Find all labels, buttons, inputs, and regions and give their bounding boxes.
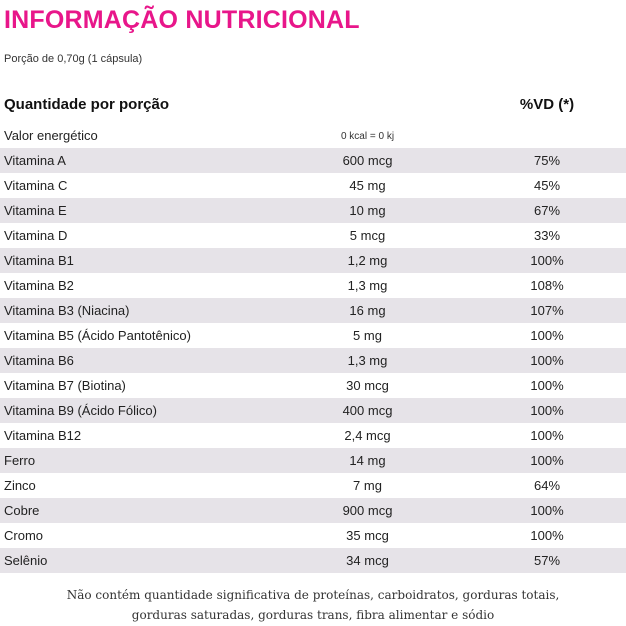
energy-label: Valor energético — [4, 128, 98, 143]
nutrient-amount: 1,3 mg — [347, 278, 388, 293]
nutrient-amount: 30 mcg — [346, 378, 389, 393]
nutrient-vd: 100% — [530, 503, 564, 518]
nutrient-vd: 100% — [530, 328, 564, 343]
table-row: Zinco 7 mg 64% — [0, 473, 626, 498]
nutrient-name: Vitamina B12 — [4, 428, 82, 443]
nutrient-vd: 100% — [530, 428, 564, 443]
nutrient-vd: 45% — [533, 178, 561, 193]
nutrient-vd: 100% — [530, 353, 564, 368]
nutrient-amount: 16 mg — [349, 303, 386, 318]
nutrient-amount: 2,4 mcg — [344, 428, 391, 443]
nutrient-name: Vitamina D — [4, 228, 68, 243]
nutrient-name: Vitamina B6 — [4, 353, 74, 368]
nutrient-amount: 35 mcg — [346, 528, 389, 543]
nutrient-name: Vitamina B9 (Ácido Fólico) — [4, 403, 157, 418]
nutrient-vd: 108% — [530, 278, 564, 293]
nutrient-name: Zinco — [4, 478, 36, 493]
table-row: Selênio 34 mcg 57% — [0, 548, 626, 573]
nutrient-vd: 67% — [533, 203, 561, 218]
nutrient-vd: 33% — [533, 228, 561, 243]
nutrient-amount: 14 mg — [349, 453, 386, 468]
nutrient-vd: 100% — [530, 378, 564, 393]
nutrient-vd: 57% — [533, 553, 561, 568]
portion-size: Porção de 0,70g (1 cápsula) — [4, 53, 143, 65]
nutrient-amount: 10 mg — [349, 203, 386, 218]
nutrient-name: Vitamina A — [4, 153, 66, 168]
footnote-line-2: gorduras saturadas, gorduras trans, fibr… — [131, 608, 495, 622]
nutrient-vd: 107% — [530, 303, 564, 318]
table-row: Vitamina D 5 mcg 33% — [0, 223, 626, 248]
table-row: Vitamina B3 (Niacina) 16 mg 107% — [0, 298, 626, 323]
nutrient-amount: 5 mg — [353, 328, 382, 343]
table-row: Vitamina B2 1,3 mg 108% — [0, 273, 626, 298]
nutrient-vd: 64% — [533, 478, 561, 493]
nutrient-vd: 100% — [530, 253, 564, 268]
table-row: Vitamina B7 (Biotina) 30 mcg 100% — [0, 373, 626, 398]
nutrient-amount: 400 mcg — [342, 403, 393, 418]
nutrient-amount: 5 mcg — [349, 228, 386, 243]
footnote-line-1: Não contém quantidade significativa de p… — [66, 588, 560, 602]
vd-header: %VD (*) — [519, 96, 575, 113]
table-row: Vitamina B5 (Ácido Pantotênico) 5 mg 100% — [0, 323, 626, 348]
nutrient-name: Vitamina B1 — [4, 253, 74, 268]
nutrient-amount: 7 mg — [353, 478, 382, 493]
nutrient-vd: 100% — [530, 528, 564, 543]
nutrient-name: Vitamina B3 (Niacina) — [4, 303, 130, 318]
nutrient-amount: 34 mcg — [346, 553, 389, 568]
energy-row: Valor energético 0 kcal = 0 kj — [0, 124, 626, 148]
table-header: Quantidade por porção %VD (*) — [0, 96, 626, 118]
nutrient-name: Vitamina B5 (Ácido Pantotênico) — [4, 328, 191, 343]
table-row: Vitamina A 600 mcg 75% — [0, 148, 626, 173]
nutrient-amount: 900 mcg — [342, 503, 393, 518]
table-row: Cromo 35 mcg 100% — [0, 523, 626, 548]
page-title: INFORMAÇÃO NUTRICIONAL — [4, 6, 360, 34]
table-row: Vitamina B9 (Ácido Fólico) 400 mcg 100% — [0, 398, 626, 423]
nutrient-amount: 1,2 mg — [347, 253, 388, 268]
nutrient-name: Cromo — [4, 528, 44, 543]
nutrient-name: Cobre — [4, 503, 40, 518]
table-row: Vitamina B6 1,3 mg 100% — [0, 348, 626, 373]
nutrient-name: Vitamina C — [4, 178, 68, 193]
nutrient-vd: 100% — [530, 403, 564, 418]
table-row: Vitamina B1 1,2 mg 100% — [0, 248, 626, 273]
footnote: Não contém quantidade significativa de p… — [0, 585, 626, 625]
table-row: Vitamina C 45 mg 45% — [0, 173, 626, 198]
nutrient-amount: 1,3 mg — [347, 353, 388, 368]
nutrient-name: Vitamina B2 — [4, 278, 74, 293]
nutrient-amount: 45 mg — [349, 178, 386, 193]
nutrient-name: Vitamina E — [4, 203, 67, 218]
table-row: Cobre 900 mcg 100% — [0, 498, 626, 523]
nutrient-name: Vitamina B7 (Biotina) — [4, 378, 126, 393]
table-row: Vitamina B12 2,4 mcg 100% — [0, 423, 626, 448]
quantity-header: Quantidade por porção — [4, 96, 170, 113]
nutrient-vd: 100% — [530, 453, 564, 468]
nutrient-amount: 600 mcg — [342, 153, 393, 168]
nutrient-table: Vitamina A 600 mcg 75% Vitamina C 45 mg 45% Vi… — [0, 148, 626, 573]
nutrient-vd: 75% — [533, 153, 561, 168]
energy-amount: 0 kcal = 0 kj — [340, 131, 395, 142]
table-row: Ferro 14 mg 100% — [0, 448, 626, 473]
nutrient-name: Ferro — [4, 453, 36, 468]
nutrient-name: Selênio — [4, 553, 48, 568]
table-row: Vitamina E 10 mg 67% — [0, 198, 626, 223]
